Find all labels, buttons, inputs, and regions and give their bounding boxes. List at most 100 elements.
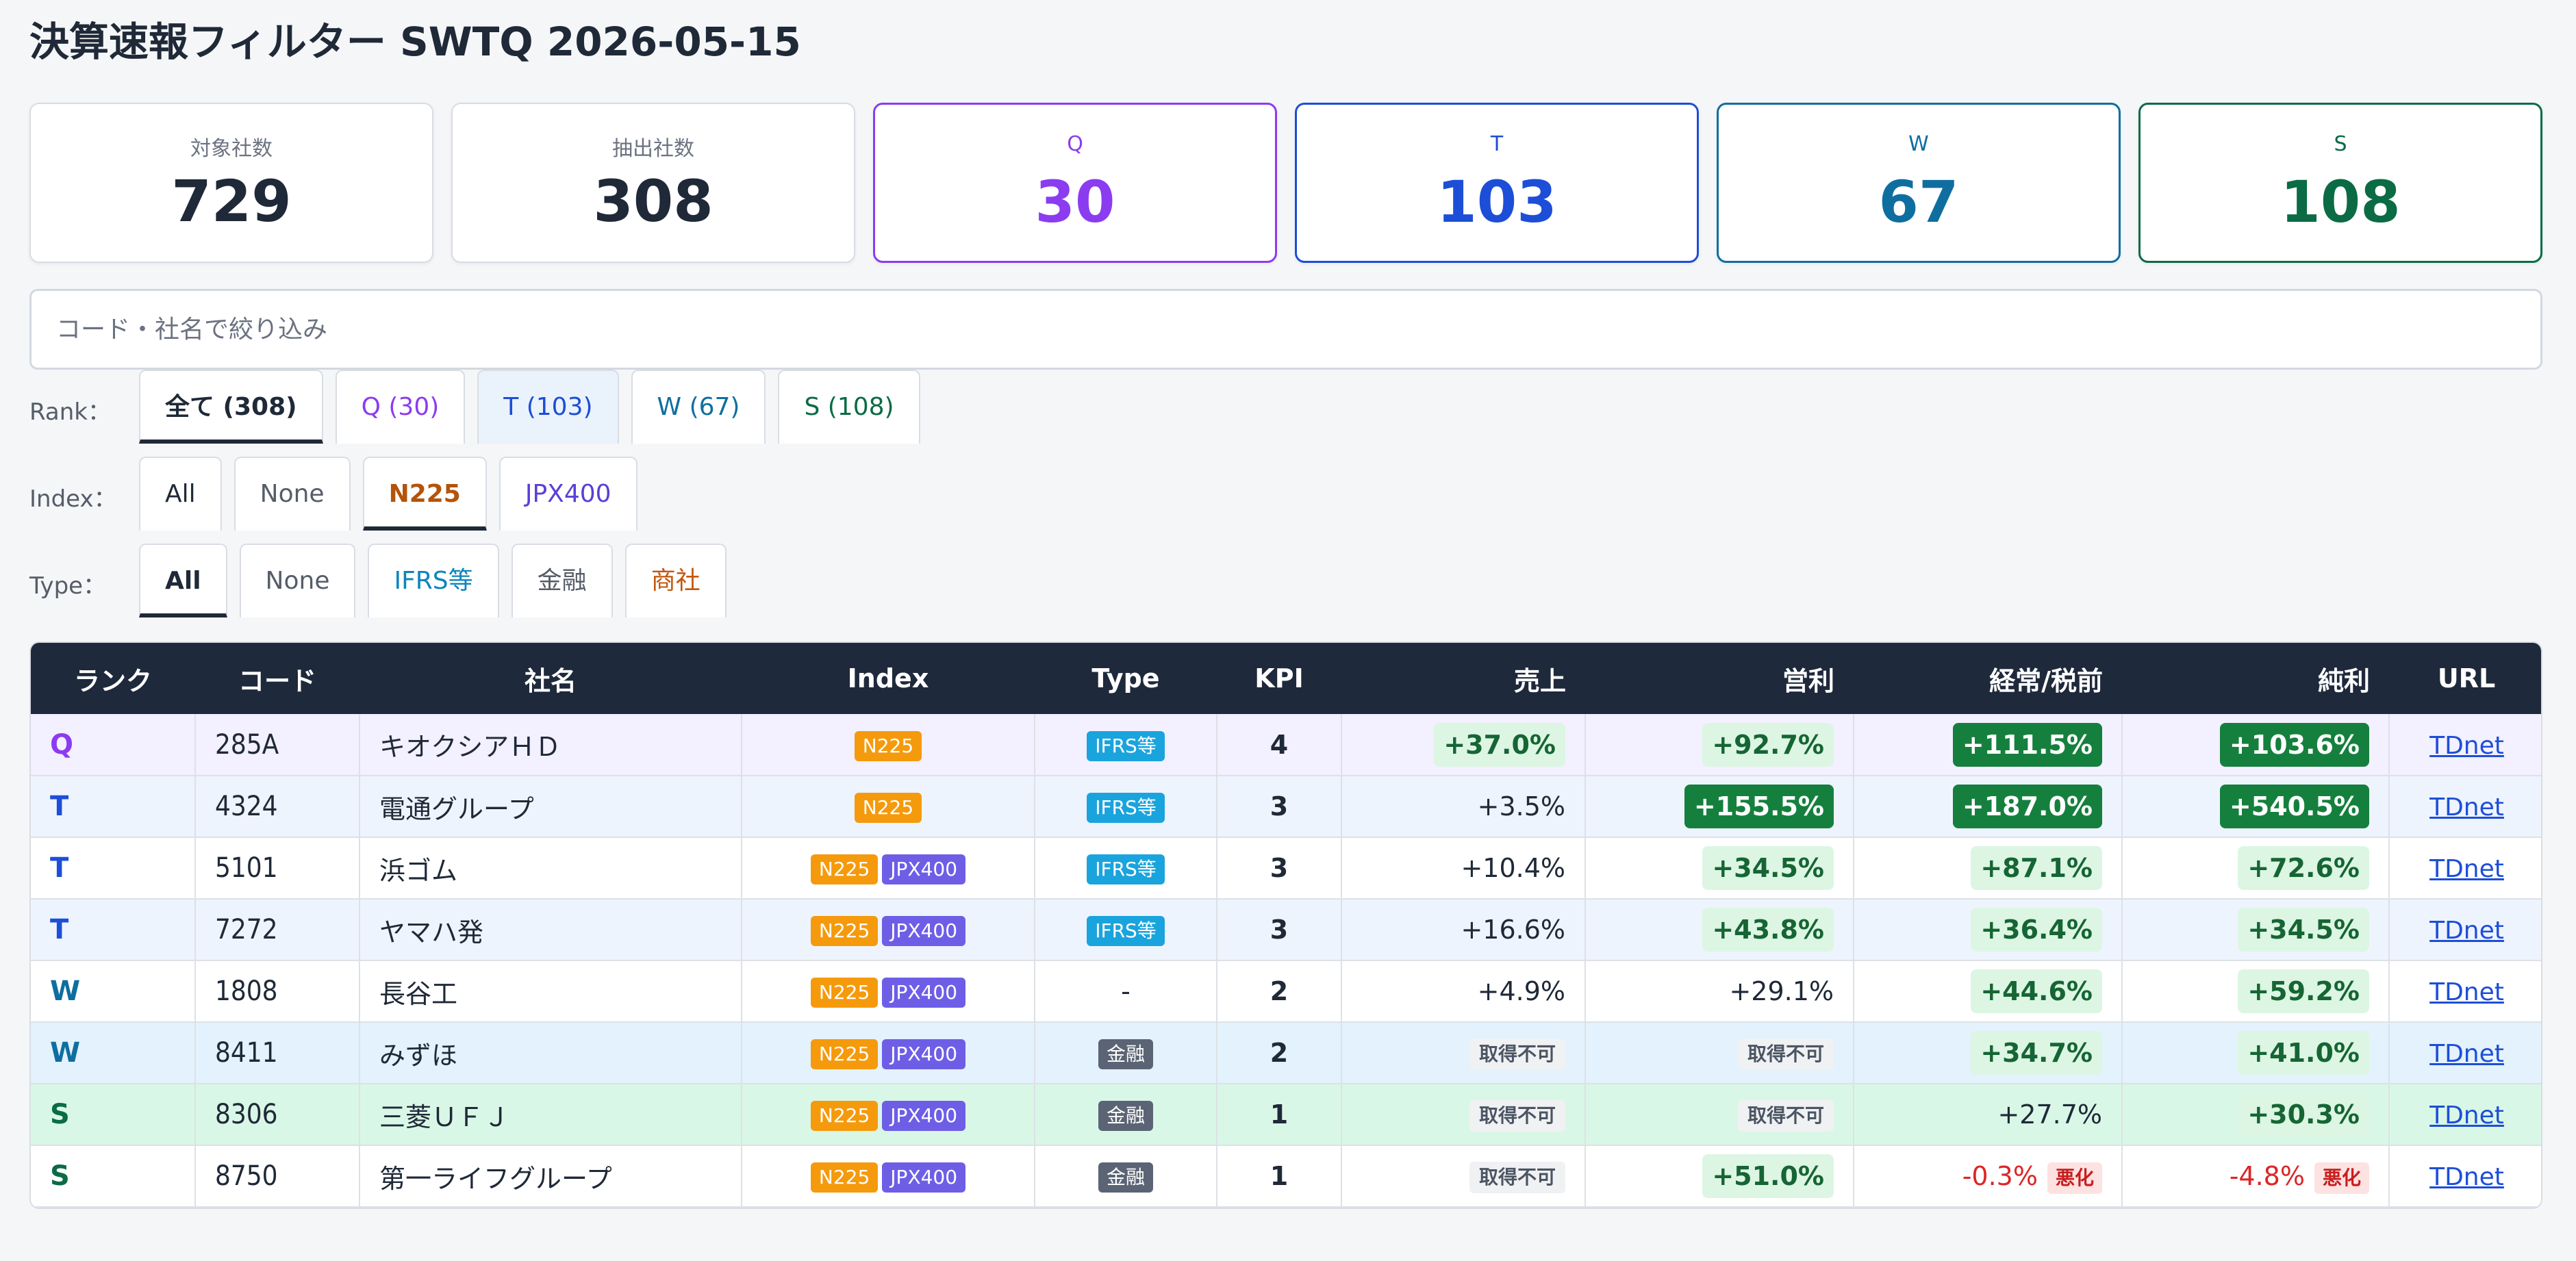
type-chip-none[interactable]: None	[239, 544, 356, 617]
rank-chip-t[interactable]: T (103)	[477, 370, 619, 444]
type-chip-trading[interactable]: 商社	[624, 544, 727, 617]
sales-cell: +3.5%	[1341, 776, 1586, 838]
index-chip-jpx400[interactable]: JPX400	[498, 457, 637, 531]
col-code[interactable]: コード	[195, 643, 359, 714]
tdnet-link[interactable]: TDnet	[2429, 793, 2504, 821]
tdnet-link[interactable]: TDnet	[2429, 731, 2504, 760]
col-rank[interactable]: ランク	[31, 643, 195, 714]
col-operating-profit[interactable]: 営利	[1585, 643, 1854, 714]
rank-cell: T	[31, 899, 196, 961]
results-table: ランク コード 社名 Index Type KPI 売上 営利 経常/税前 純利…	[29, 641, 2542, 1209]
company-name: 第一ライフグループ	[359, 1145, 742, 1208]
type-cell: IFRS等	[1035, 837, 1217, 900]
rank-chip-w[interactable]: W (67)	[631, 370, 766, 444]
op-cell: +29.1%	[1585, 960, 1854, 1023]
type-cell: IFRS等	[1035, 776, 1217, 838]
type-cell: 金融	[1035, 1145, 1217, 1208]
type-chip-all[interactable]: All	[139, 544, 227, 617]
ord-cell: +187.0%	[1854, 776, 2123, 838]
tdnet-link[interactable]: TDnet	[2429, 1101, 2504, 1130]
rank-chip-s[interactable]: S (108)	[778, 370, 920, 444]
sales-value: +4.9%	[1477, 976, 1565, 1006]
col-kpi[interactable]: KPI	[1217, 643, 1341, 714]
op-value: +34.5%	[1702, 846, 1834, 890]
ord-value: +111.5%	[1952, 722, 2102, 767]
table-row: T 7272 ヤマハ発 N225 JPX400 IFRS等 3 +16.6% +4…	[31, 899, 2541, 961]
tdnet-link[interactable]: TDnet	[2429, 855, 2504, 883]
ord-value: +36.4%	[1971, 908, 2102, 952]
index-cell: N225 JPX400	[742, 960, 1035, 1023]
tdnet-link[interactable]: TDnet	[2429, 1040, 2504, 1068]
unavailable-badge: 取得不可	[1737, 1099, 1834, 1132]
rank-cell: Q	[31, 714, 196, 776]
jpx400-badge: JPX400	[882, 916, 966, 946]
net-cell: +540.5%	[2122, 776, 2390, 838]
n225-badge: N225	[810, 854, 879, 884]
type-cell: IFRS等	[1035, 714, 1217, 776]
type-cell: 金融	[1035, 1022, 1217, 1084]
url-cell: TDnet	[2389, 1022, 2541, 1084]
ifrs-badge: IFRS等	[1087, 854, 1165, 884]
index-chip-none[interactable]: None	[233, 457, 351, 531]
kpi-cell: 2	[1217, 960, 1342, 1023]
sales-cell: 取得不可	[1341, 1145, 1586, 1208]
tdnet-link[interactable]: TDnet	[2429, 978, 2504, 1006]
ord-value: +187.0%	[1952, 785, 2102, 828]
index-chip-all[interactable]: All	[139, 457, 222, 531]
rank-chip-all[interactable]: 全て (308)	[139, 370, 323, 444]
net-value: -4.8%	[2229, 1161, 2305, 1191]
net-cell: -4.8% 悪化	[2122, 1145, 2390, 1208]
sales-cell: 取得不可	[1341, 1022, 1586, 1084]
n225-badge: N225	[854, 793, 922, 823]
table-row: Q 285A キオクシアＨＤ N225 IFRS等 4 +37.0% +92.7…	[31, 714, 2541, 776]
n225-badge: N225	[810, 1162, 879, 1193]
url-cell: TDnet	[2389, 899, 2541, 961]
col-url[interactable]: URL	[2389, 643, 2541, 714]
jpx400-badge: JPX400	[882, 1162, 966, 1193]
col-type[interactable]: Type	[1035, 643, 1217, 714]
index-cell: N225	[742, 714, 1035, 776]
ord-cell: +27.7%	[1854, 1084, 2123, 1146]
col-ordinary-profit[interactable]: 経常/税前	[1854, 643, 2122, 714]
type-chip-finance[interactable]: 金融	[511, 544, 613, 617]
code-cell: 8750	[195, 1145, 360, 1208]
rank-cell: T	[31, 776, 196, 838]
stat-card-extracted: 抽出社数 308	[451, 103, 855, 263]
tdnet-link[interactable]: TDnet	[2429, 917, 2504, 945]
stat-label: S	[2334, 132, 2347, 156]
sales-value: +3.5%	[1477, 791, 1565, 821]
op-value: +155.5%	[1684, 785, 1834, 828]
ord-cell: +44.6%	[1854, 960, 2123, 1023]
ord-value: -0.3%	[1962, 1161, 2038, 1191]
col-index[interactable]: Index	[742, 643, 1035, 714]
net-value: +34.5%	[2238, 908, 2369, 952]
type-chip-ifrs[interactable]: IFRS等	[368, 544, 499, 617]
col-sales[interactable]: 売上	[1341, 643, 1585, 714]
kpi-cell: 3	[1217, 776, 1342, 838]
search-input[interactable]	[29, 289, 2542, 370]
net-cell: +59.2%	[2122, 960, 2390, 1023]
tdnet-link[interactable]: TDnet	[2429, 1163, 2504, 1191]
n225-badge: N225	[810, 1101, 879, 1131]
sales-value: +16.6%	[1461, 915, 1565, 945]
table-row: W 1808 長谷工 N225 JPX400 - 2 +4.9% +29.1% +…	[31, 960, 2541, 1023]
col-net-profit[interactable]: 純利	[2122, 643, 2389, 714]
net-value: +41.0%	[2238, 1031, 2369, 1075]
code-cell: 1808	[195, 960, 360, 1023]
n225-badge: N225	[810, 978, 879, 1008]
index-chip-n225[interactable]: N225	[362, 457, 487, 531]
rank-chip-q[interactable]: Q (30)	[335, 370, 466, 444]
op-value: +43.8%	[1702, 908, 1834, 952]
col-name[interactable]: 社名	[359, 643, 742, 714]
company-name: 長谷工	[359, 960, 742, 1023]
stat-label: Q	[1067, 132, 1083, 156]
code-cell: 8411	[195, 1022, 360, 1084]
unavailable-badge: 取得不可	[1469, 1161, 1565, 1193]
op-cell: 取得不可	[1585, 1084, 1854, 1146]
stat-card-t: T 103	[1295, 103, 1699, 263]
sales-cell: +10.4%	[1341, 837, 1586, 900]
stat-label: W	[1908, 132, 1929, 156]
stat-card-s: S 108	[2138, 103, 2542, 263]
page-title: 決算速報フィルター SWTQ 2026-05-15	[29, 18, 801, 65]
code-cell: 7272	[195, 899, 360, 961]
